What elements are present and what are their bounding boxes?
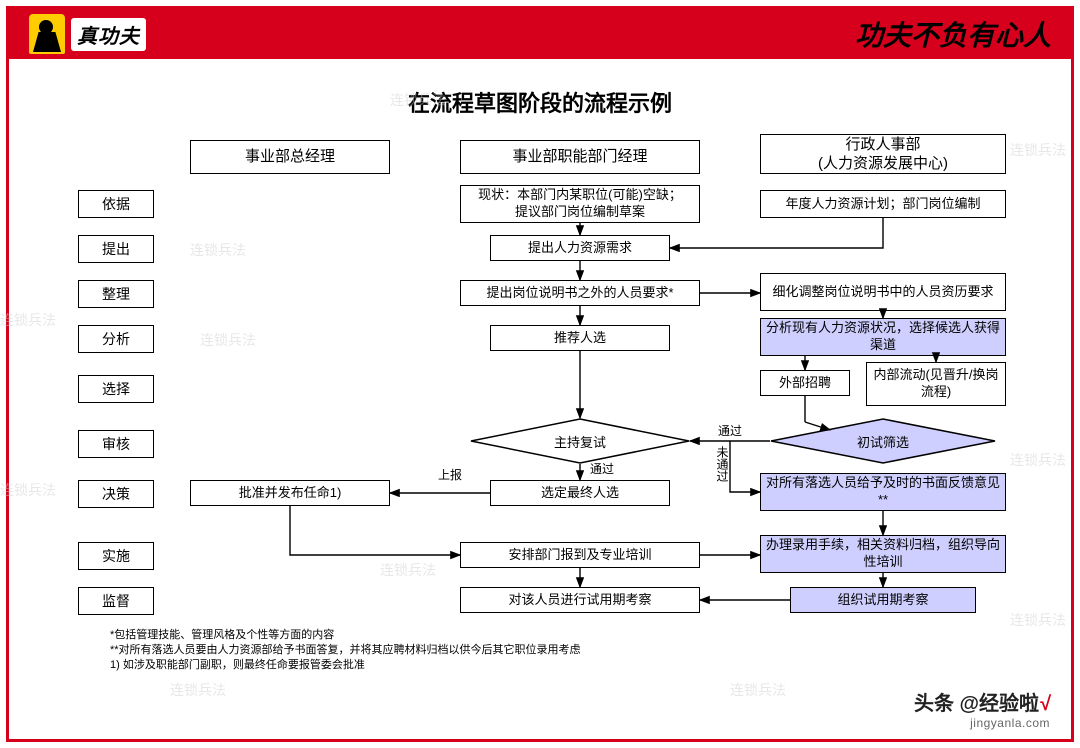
node-plan: 年度人力资源计划；部门岗位编制 (760, 190, 1006, 218)
edge-label-report: 上报 (438, 466, 462, 483)
page-title: 在流程草图阶段的流程示例 (0, 86, 1080, 118)
watermark: 连锁兵法 (730, 680, 786, 700)
row-label-4: 选择 (78, 375, 154, 403)
header-slogan: 功夫不负有心人 (855, 14, 1051, 54)
brand-name: 经验啦 (979, 693, 1039, 715)
node-jobreq: 提出岗位说明书之外的人员要求* (460, 280, 700, 306)
watermark: 连锁兵法 (190, 240, 246, 260)
header-bar: 真功夫 功夫不负有心人 (9, 9, 1071, 59)
watermark: 连锁兵法 (380, 560, 436, 580)
footnote-3: 1) 如涉及职能部门副职，则最终任命要报管委会批准 (110, 656, 365, 672)
col-header-3: 行政人事部 (人力资源发展中心) (760, 134, 1006, 174)
footnote-1: *包括管理技能、管理风格及个性等方面的内容 (110, 626, 334, 642)
node-firstscreen: 初试筛选 (770, 418, 996, 464)
bottom-brand: 头条 @经验啦√ jingyanla.com (914, 687, 1050, 730)
col-header-1: 事业部总经理 (190, 140, 390, 174)
node-status: 现状：本部门内某职位(可能)空缺； 提议部门岗位编制草案 (460, 185, 700, 223)
logo-text: 真功夫 (71, 18, 146, 51)
node-firstscreen-label: 初试筛选 (857, 432, 909, 451)
node-need: 提出人力资源需求 (490, 235, 670, 261)
row-label-7: 实施 (78, 542, 154, 570)
node-external: 外部招聘 (760, 370, 850, 396)
row-label-1: 提出 (78, 235, 154, 263)
node-analyze: 分析现有人力资源状况，选择候选人获得渠道 (760, 318, 1006, 356)
brand-logo: 真功夫 (29, 14, 146, 54)
watermark: 连锁兵法 (170, 680, 226, 700)
brand-check-icon: √ (1039, 693, 1050, 715)
brand-url: jingyanla.com (914, 716, 1050, 730)
node-approve: 批准并发布任命1) (190, 480, 390, 506)
edge-label-fail: 未通过 (714, 446, 731, 482)
watermark: 连锁兵法 (200, 330, 256, 350)
node-retest-label: 主持复试 (554, 432, 606, 451)
col-header-2: 事业部职能部门经理 (460, 140, 700, 174)
row-label-8: 监督 (78, 587, 154, 615)
brand-prefix: 头条 @ (914, 693, 979, 715)
node-recommend: 推荐人选 (490, 325, 670, 351)
node-select: 选定最终人选 (490, 480, 670, 506)
col-header-3-line1: 行政人事部 (845, 135, 920, 155)
node-probation-review: 对该人员进行试用期考察 (460, 587, 700, 613)
edge-label-pass: 通过 (718, 422, 742, 439)
node-probation-org: 组织试用期考察 (790, 587, 976, 613)
node-refine: 细化调整岗位说明书中的人员资历要求 (760, 273, 1006, 311)
row-label-5: 审核 (78, 430, 154, 458)
node-retest: 主持复试 (470, 418, 690, 464)
row-label-2: 整理 (78, 280, 154, 308)
node-onboard: 办理录用手续，相关资料归档，组织导向性培训 (760, 535, 1006, 573)
node-train: 安排部门报到及专业培训 (460, 542, 700, 568)
footnote-2: **对所有落选人员要由人力资源部给予书面答复，并将其应聘材料归档以供今后其它职位… (110, 641, 581, 657)
row-label-0: 依据 (78, 190, 154, 218)
edge-label-pass2: 通过 (590, 460, 614, 477)
node-internal: 内部流动(见晋升/换岗流程) (866, 362, 1006, 406)
logo-figure-icon (29, 14, 65, 54)
row-label-6: 决策 (78, 480, 154, 508)
col-header-3-line2: (人力资源发展中心) (818, 154, 948, 174)
flowchart: 连锁兵法 连锁兵法 连锁兵法 连锁兵法 连锁兵法 连锁兵法 连锁兵法 连锁兵法 … (30, 130, 1050, 718)
row-label-3: 分析 (78, 325, 154, 353)
node-feedback: 对所有落选人员给予及时的书面反馈意见** (760, 473, 1006, 511)
